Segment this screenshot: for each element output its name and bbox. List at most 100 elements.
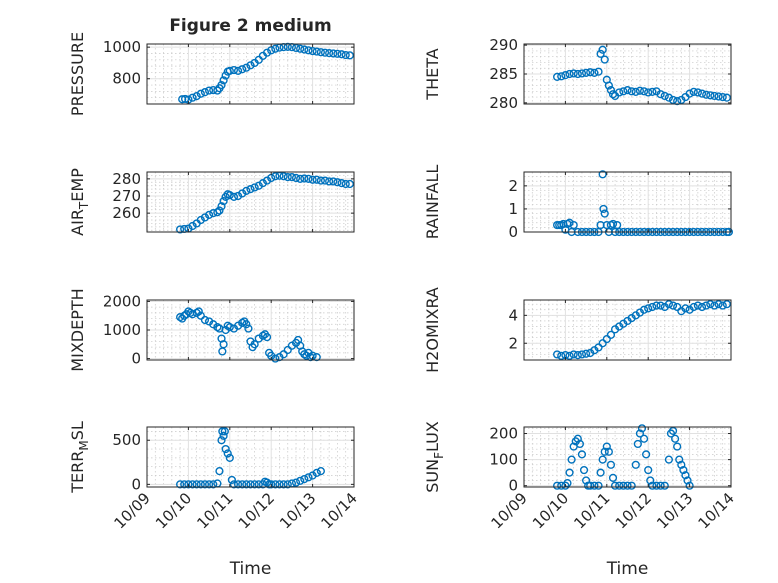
x-tick-label: 10/10 xyxy=(152,489,195,532)
x-axis-label: Time xyxy=(229,559,272,579)
data-point xyxy=(296,174,305,183)
y-axis-label: SUNFLUX xyxy=(423,421,446,493)
data-point xyxy=(565,69,574,79)
data-point xyxy=(267,480,276,489)
data-point xyxy=(225,323,234,332)
data-point xyxy=(209,480,218,489)
data-point xyxy=(697,302,707,312)
data-point xyxy=(192,92,201,101)
data-point xyxy=(718,92,727,102)
data-point xyxy=(217,436,226,445)
data-series xyxy=(176,307,321,363)
data-point xyxy=(233,191,243,201)
data-point xyxy=(341,179,350,189)
axes-box xyxy=(523,171,732,233)
x-axis-label: Time xyxy=(606,559,649,579)
data-point xyxy=(225,191,234,200)
data-point xyxy=(220,427,229,436)
data-point xyxy=(599,204,608,214)
data-point xyxy=(553,481,562,490)
data-point xyxy=(644,88,653,97)
data-point xyxy=(619,481,628,490)
data-point xyxy=(283,480,292,489)
data-point xyxy=(660,481,669,490)
data-point xyxy=(176,225,185,234)
data-point xyxy=(242,320,251,329)
data-point xyxy=(697,89,707,98)
y-axis-label: TERRMSL xyxy=(68,421,91,494)
y-tick-label: 800 xyxy=(112,70,141,88)
data-point xyxy=(664,300,674,309)
subplot-mixdepth: 0 1000 2000 MIXDEPTH xyxy=(68,288,355,372)
data-point xyxy=(706,91,715,100)
data-point xyxy=(188,480,197,489)
data-point xyxy=(685,481,694,490)
data-point xyxy=(287,173,297,182)
data-point xyxy=(627,481,636,490)
y-axis-label-base: MIXDEPTH xyxy=(68,288,87,371)
data-point xyxy=(594,481,603,490)
y-tick-label: 2 xyxy=(508,334,518,352)
data-point xyxy=(229,480,239,489)
data-point xyxy=(598,45,607,54)
subplot-theta: 280 285 290 THETA xyxy=(423,36,732,112)
data-point xyxy=(602,334,611,344)
data-point xyxy=(565,468,574,477)
y-tick-label: 0 xyxy=(131,475,141,493)
data-point xyxy=(283,345,292,355)
data-point xyxy=(262,333,272,342)
data-point xyxy=(219,340,228,349)
y-axis-label-tail: SL xyxy=(68,421,87,440)
data-point xyxy=(648,302,657,312)
data-point xyxy=(569,220,578,230)
data-point xyxy=(271,480,280,489)
data-series xyxy=(176,427,325,489)
data-point xyxy=(262,176,272,185)
data-point xyxy=(656,481,665,490)
data-point xyxy=(242,63,251,72)
data-point xyxy=(553,350,562,359)
data-point xyxy=(677,460,686,469)
data-point xyxy=(205,210,214,219)
data-point xyxy=(602,442,611,451)
data-point xyxy=(633,439,642,449)
axes-background xyxy=(524,427,731,487)
data-point xyxy=(238,65,247,74)
data-point xyxy=(200,213,210,222)
data-point xyxy=(233,480,243,489)
data-point xyxy=(598,339,607,348)
data-point xyxy=(238,189,247,198)
axes-background xyxy=(147,427,354,487)
data-point xyxy=(608,473,618,482)
data-point xyxy=(227,475,236,485)
y-axis-label-base: AIR xyxy=(68,209,87,236)
data-point xyxy=(648,481,657,490)
data-point xyxy=(254,181,263,190)
data-point xyxy=(644,465,653,475)
y-axis-label-base: SUN xyxy=(423,459,442,493)
data-point xyxy=(606,330,616,339)
data-point xyxy=(215,467,224,476)
data-point xyxy=(279,480,288,489)
data-point xyxy=(668,426,678,436)
data-point xyxy=(590,68,599,77)
y-tick-label: 2 xyxy=(508,177,518,195)
data-point xyxy=(312,175,321,184)
y-axis-label-base: RAINFALL xyxy=(423,165,442,240)
data-point xyxy=(320,176,330,185)
data-point xyxy=(652,481,661,490)
axes-box xyxy=(523,426,732,488)
data-point xyxy=(271,172,280,181)
x-tick-label: 10/12 xyxy=(235,489,278,532)
data-point xyxy=(217,80,226,90)
data-point xyxy=(215,206,224,215)
data-point xyxy=(345,179,354,189)
y-tick-label: 260 xyxy=(112,204,141,222)
data-point xyxy=(652,301,661,310)
y-axis-label: MIXDEPTH xyxy=(68,288,87,371)
data-point xyxy=(296,44,305,53)
data-point xyxy=(196,311,205,320)
subplot-terr-msl: 0 500 TERRMSL 10/0910/1010/1110/1210/1310/1… xyxy=(68,421,361,579)
